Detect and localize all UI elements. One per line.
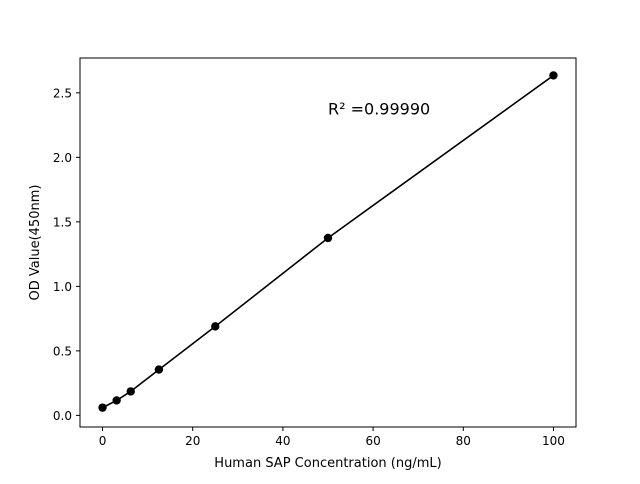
x-tick-label: 0 (99, 434, 107, 448)
data-point (323, 233, 333, 243)
data-point (112, 396, 121, 405)
data-point (126, 387, 135, 396)
y-tick-label: 0.0 (53, 409, 72, 423)
data-point (154, 365, 164, 374)
y-axis-label: OD Value(450nm) (28, 185, 43, 301)
x-axis-label: Human SAP Concentration (ng/mL) (214, 456, 441, 471)
data-point (211, 322, 220, 331)
x-tick-label: 40 (275, 434, 290, 448)
x-tick-label: 20 (185, 434, 200, 448)
y-tick-label: 2.0 (53, 151, 72, 165)
y-tick-label: 2.5 (53, 86, 72, 100)
data-point (98, 403, 107, 412)
data-point (549, 71, 558, 80)
y-tick-label: 0.5 (53, 344, 72, 358)
x-tick-label: 60 (365, 434, 380, 448)
y-tick-label: 1.0 (53, 280, 72, 294)
annotation-r-squared: R² =0.99990 (328, 99, 430, 118)
x-tick-label: 100 (542, 434, 565, 448)
x-tick-label: 80 (456, 434, 471, 448)
y-tick-label: 1.5 (53, 215, 72, 229)
